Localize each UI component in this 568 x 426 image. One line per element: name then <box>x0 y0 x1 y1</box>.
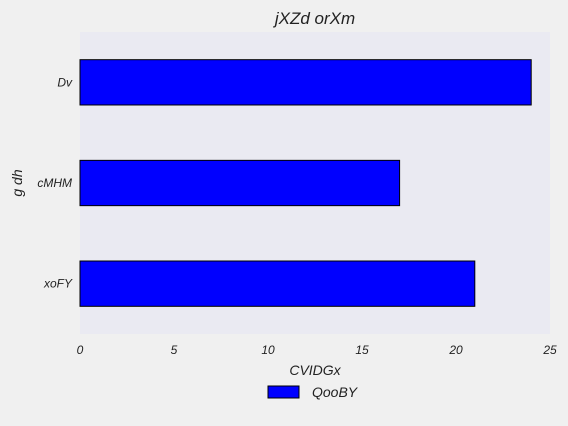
legend-swatch-qooby <box>267 385 300 399</box>
chart-title: jXZd orXm <box>273 9 355 28</box>
x-tick-label: 20 <box>448 343 463 357</box>
y-tick-label: Dv <box>57 75 73 89</box>
y-tick-label: cMHM <box>37 176 72 190</box>
legend: QooBY <box>267 384 359 400</box>
bars-layer <box>79 59 532 307</box>
x-tick-label: 5 <box>171 343 178 357</box>
x-tick-label: 10 <box>261 343 275 357</box>
x-tick-labels: 0 5 10 15 20 25 <box>77 343 557 357</box>
x-axis-label: CVIDGx <box>289 362 341 378</box>
y-tick-labels: xoFY cMHM Dv <box>37 75 73 290</box>
legend-label-qooby: QooBY <box>312 384 359 400</box>
bar-cmhm <box>79 159 401 207</box>
bar-dv <box>79 59 532 106</box>
x-tick-label: 25 <box>542 343 557 357</box>
bar-xofy <box>79 260 476 307</box>
y-tick-label: xoFY <box>43 277 73 291</box>
x-tick-label: 15 <box>355 343 369 357</box>
x-tick-label: 0 <box>77 343 84 357</box>
y-axis-label: g dh <box>9 169 25 196</box>
